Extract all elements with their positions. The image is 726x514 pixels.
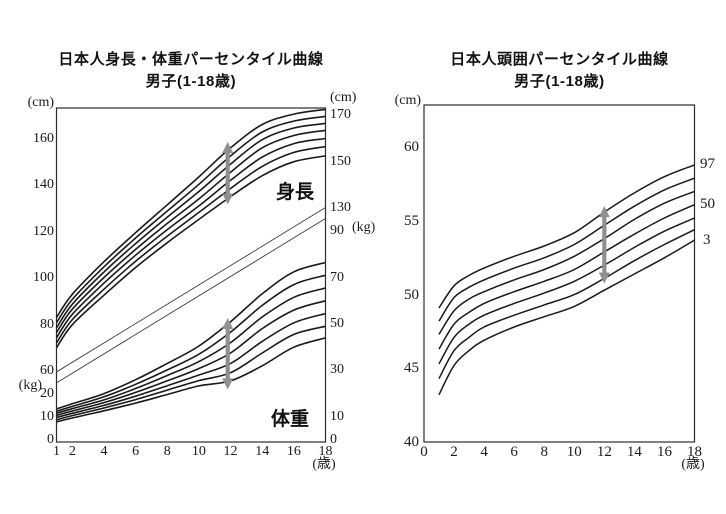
right-kg-tick-0: 0 <box>330 432 337 447</box>
left-axis-cm-unit: (cm) <box>27 95 54 110</box>
height-percentile-curve-10 <box>55 145 326 344</box>
percentile-label-3: 3 <box>703 232 711 248</box>
right-chart-age-tick-12: 12 <box>596 444 612 460</box>
right-cm-tick-130: 130 <box>330 200 351 216</box>
right-chart-age-tick-6: 6 <box>510 444 518 460</box>
height-percentile-curve-75 <box>55 122 326 329</box>
range-arrow-head-up <box>598 206 610 218</box>
right-cm-tick-170: 170 <box>330 107 351 123</box>
left-kg-tick-10: 10 <box>40 408 54 424</box>
scale-divider-line <box>56 218 326 384</box>
right-cm-tick-150: 150 <box>330 153 351 169</box>
right-chart-frame <box>423 104 696 443</box>
right-chart-age-tick-10: 10 <box>566 444 582 460</box>
head-percentile-curve-10 <box>438 229 695 379</box>
head-cm-tick-60: 60 <box>404 139 419 156</box>
left-chart-frame <box>55 107 327 443</box>
head-cm-tick-55: 55 <box>404 212 419 229</box>
right-chart-age-tick-4: 4 <box>480 444 488 460</box>
left-chart-subtitle: 男子(1-18歳) <box>145 73 237 90</box>
head-percentile-curve-75 <box>438 190 695 335</box>
right-kg-tick-50: 50 <box>330 316 344 331</box>
right-chart-age-tick-14: 14 <box>626 444 642 460</box>
weight-percentile-curve-90 <box>56 274 326 412</box>
right-chart-age-tick-0: 0 <box>420 444 428 460</box>
scale-divider-line <box>56 207 326 373</box>
right-axis-cm-unit: (cm) <box>330 90 357 105</box>
head-percentile-curve-97 <box>438 164 695 309</box>
head-percentile-curve-90 <box>438 177 695 322</box>
left-chart-title: 日本人身長・体重パーセンタイル曲線 <box>58 51 324 68</box>
range-arrow-head-up <box>222 317 234 329</box>
left-chart-age-unit: (歳) <box>312 457 336 472</box>
weight-percentile-curve-97 <box>56 261 326 410</box>
right-chart-age-tick-18: 18 <box>687 444 702 460</box>
left-cm-tick-140: 140 <box>33 177 54 192</box>
left-cm-tick-120: 120 <box>33 223 54 239</box>
left-chart-age-tick-16: 16 <box>286 444 301 459</box>
range-arrow-head-down <box>598 272 610 284</box>
left-kg-tick-0: 0 <box>47 432 54 447</box>
weight-percentile-curve-75 <box>56 287 326 415</box>
range-arrow-head-up <box>222 141 234 153</box>
weight-percentile-curve-25 <box>56 312 326 419</box>
left-cm-tick-80: 80 <box>40 316 54 332</box>
left-chart-age-tick-14: 14 <box>255 444 270 459</box>
left-axis-kg-unit: (kg) <box>18 378 42 393</box>
head-percentile-curve-3 <box>438 239 695 396</box>
right-axis-kg-unit: (kg) <box>352 220 376 235</box>
left-cm-tick-60: 60 <box>40 363 54 378</box>
right-chart-subtitle: 男子(1-18歳) <box>514 73 605 90</box>
left-chart-age-tick-8: 8 <box>163 444 171 459</box>
height-percentile-curve-3 <box>55 155 326 349</box>
left-chart-age-tick-2: 2 <box>68 444 76 459</box>
right-chart-age-tick-16: 16 <box>656 444 672 460</box>
range-arrow-head-down <box>222 378 234 390</box>
head-cm-tick-40: 40 <box>404 434 419 450</box>
left-chart-age-tick-18: 18 <box>318 444 333 459</box>
height-percentile-curve-90 <box>55 115 326 324</box>
right-kg-tick-30: 30 <box>330 362 344 378</box>
right-chart-age-tick-8: 8 <box>540 444 548 460</box>
right-kg-tick-70: 70 <box>330 269 344 285</box>
weight-percentile-curve-50 <box>56 300 326 417</box>
percentile-label-50: 50 <box>700 196 715 212</box>
left-chart-age-tick-12: 12 <box>223 444 238 459</box>
left-cm-tick-160: 160 <box>33 130 54 146</box>
left-kg-tick-20: 20 <box>40 385 54 401</box>
weight-series-label: 体重 <box>271 409 310 430</box>
head-chart-cm-unit: (cm) <box>394 93 421 108</box>
height-series-label: 身長 <box>276 182 315 203</box>
head-percentile-curve-25 <box>438 217 695 365</box>
right-kg-tick-90: 90 <box>330 223 344 239</box>
left-chart-age-tick-10: 10 <box>191 444 206 459</box>
weight-percentile-curve-10 <box>56 325 326 421</box>
head-cm-tick-45: 45 <box>404 360 419 377</box>
height-percentile-curve-97 <box>55 108 326 318</box>
head-cm-tick-50: 50 <box>404 286 419 303</box>
head-percentile-curve-50 <box>438 204 695 350</box>
left-cm-tick-100: 100 <box>33 270 54 285</box>
left-chart-age-tick-1: 1 <box>53 444 60 459</box>
height-percentile-curve-25 <box>55 137 326 339</box>
weight-percentile-curve-3 <box>56 337 326 423</box>
right-chart-title: 日本人頭囲パーセンタイル曲線 <box>450 51 669 68</box>
left-chart-age-tick-6: 6 <box>132 444 140 459</box>
range-arrow-head-down <box>222 193 234 205</box>
percentile-label-97: 97 <box>700 156 715 172</box>
right-kg-tick-10: 10 <box>330 408 344 424</box>
left-chart-age-tick-4: 4 <box>100 444 108 459</box>
right-chart-age-tick-2: 2 <box>450 444 458 460</box>
right-chart-age-unit: (歳) <box>681 457 705 472</box>
height-percentile-curve-50 <box>55 129 326 334</box>
